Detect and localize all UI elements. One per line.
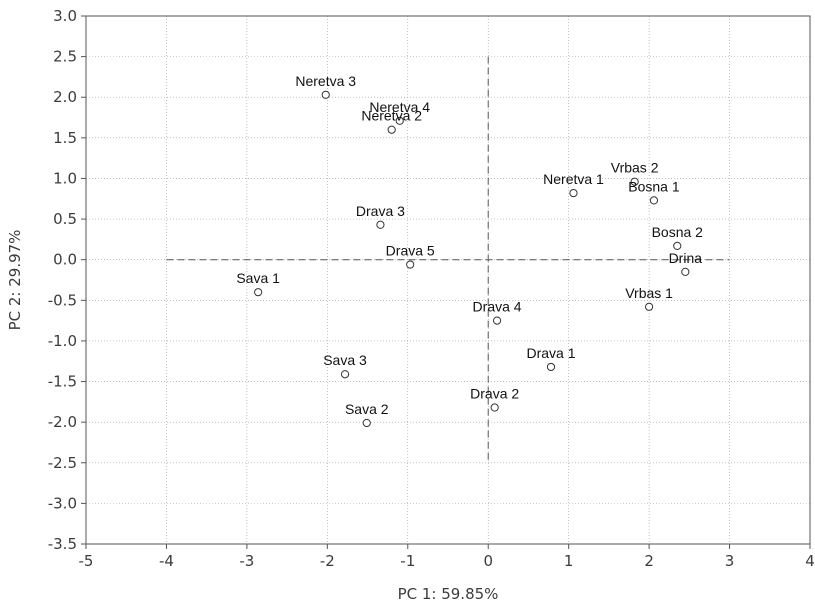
data-point-group: Sava 1 xyxy=(236,270,280,297)
x-axis-title: PC 1: 59.85% xyxy=(398,585,499,603)
data-point xyxy=(490,403,499,412)
x-tick-label: 3 xyxy=(725,552,735,570)
x-axis-ticks: -5 -4 -3 -2 -1 0 1 2 3 4 xyxy=(79,544,815,570)
data-point xyxy=(362,418,371,428)
data-point xyxy=(395,116,404,125)
data-point xyxy=(630,177,639,186)
data-point-label: Bosna 1 xyxy=(628,178,680,194)
x-tick-label: -2 xyxy=(320,552,335,570)
y-tick-label: -3.0 xyxy=(48,494,77,512)
x-tick-label: 2 xyxy=(644,552,654,570)
data-point-label: Sava 2 xyxy=(345,401,389,417)
data-point xyxy=(340,370,350,379)
data-point-group: Sava 3 xyxy=(323,352,367,379)
data-point-label: Drina xyxy=(669,250,703,266)
data-point-label: Drava 1 xyxy=(526,345,575,361)
data-point-group: Bosna 2 xyxy=(652,224,704,250)
data-point-group: Drava 4 xyxy=(473,299,522,325)
data-point-label: Drava 5 xyxy=(386,243,435,259)
data-point xyxy=(681,267,690,276)
data-point-group: Drava 3 xyxy=(356,203,405,229)
data-point-group: Neretva 1 xyxy=(543,171,604,198)
data-point-label: Neretva 1 xyxy=(543,171,604,187)
data-point-group: Vrbas 1 xyxy=(625,285,673,311)
y-tick-label: 0.5 xyxy=(53,210,77,228)
plot-frame xyxy=(85,15,811,545)
x-tick-label: 0 xyxy=(483,552,493,570)
data-point-label: Drava 4 xyxy=(473,299,522,315)
data-point-group: Sava 2 xyxy=(345,401,389,428)
y-tick-label: -2.0 xyxy=(48,413,77,431)
x-tick-label: 4 xyxy=(805,552,815,570)
data-point-group: Drava 1 xyxy=(526,345,576,372)
x-tick-label: -3 xyxy=(239,552,254,570)
data-point xyxy=(546,362,556,372)
y-tick-label: 0.0 xyxy=(53,251,77,269)
data-point-label: Neretva 3 xyxy=(295,73,356,89)
data-point xyxy=(406,260,415,269)
data-point xyxy=(376,220,385,229)
y-tick-label: -0.5 xyxy=(48,291,77,309)
y-tick-label: -3.5 xyxy=(48,535,77,553)
y-tick-label: 1.0 xyxy=(53,169,77,187)
data-point-label: Drava 3 xyxy=(356,203,405,219)
data-point-group: Drina xyxy=(669,250,703,276)
data-point-label: Sava 3 xyxy=(323,352,367,368)
data-point-label: Drava 2 xyxy=(470,386,519,402)
data-point-label: Sava 1 xyxy=(236,270,280,286)
y-tick-label: -1.0 xyxy=(48,332,77,350)
y-tick-label: 1.5 xyxy=(53,129,77,147)
zero-reference-lines xyxy=(166,56,730,463)
data-point-group: Vrbas 2 xyxy=(611,160,659,186)
data-point-label: Bosna 2 xyxy=(652,224,704,240)
data-point xyxy=(492,316,502,325)
data-point-group: Neretva 2 xyxy=(361,108,422,134)
data-point-group: Neretva 4 xyxy=(369,99,430,125)
data-point-group: Drava 2 xyxy=(470,386,519,412)
data-point xyxy=(649,196,659,205)
data-point xyxy=(673,241,682,250)
data-point-group: Neretva 3 xyxy=(295,73,356,99)
x-tick-label: -5 xyxy=(79,552,94,570)
data-point-group: Drava 5 xyxy=(386,243,435,269)
data-point xyxy=(569,188,578,198)
data-point-label: Vrbas 2 xyxy=(611,160,659,176)
data-point xyxy=(321,90,330,99)
y-tick-label: -2.5 xyxy=(48,454,77,472)
data-point xyxy=(254,288,263,297)
y-tick-label: 2.0 xyxy=(53,88,77,106)
x-tick-label: -4 xyxy=(159,552,174,570)
y-tick-label: 2.5 xyxy=(53,48,77,66)
data-point xyxy=(645,302,654,311)
y-axis-title: PC 2: 29.97% xyxy=(6,230,24,331)
data-point xyxy=(387,125,396,134)
data-point-group: Bosna 1 xyxy=(628,178,680,205)
data-point-label: Vrbas 1 xyxy=(625,285,673,301)
x-tick-label: 1 xyxy=(564,552,574,570)
y-tick-label: 3.0 xyxy=(53,7,77,25)
data-point-label: Neretva 2 xyxy=(361,108,422,124)
y-axis-ticks: 3.0 2.5 2.0 1.5 1.0 0.5 0.0 -0.5 -1.0 -1.5 -2.0 -2.… xyxy=(48,7,86,553)
y-tick-label: -1.5 xyxy=(48,373,77,391)
x-tick-label: -1 xyxy=(400,552,415,570)
data-point-label: Neretva 4 xyxy=(369,99,430,115)
